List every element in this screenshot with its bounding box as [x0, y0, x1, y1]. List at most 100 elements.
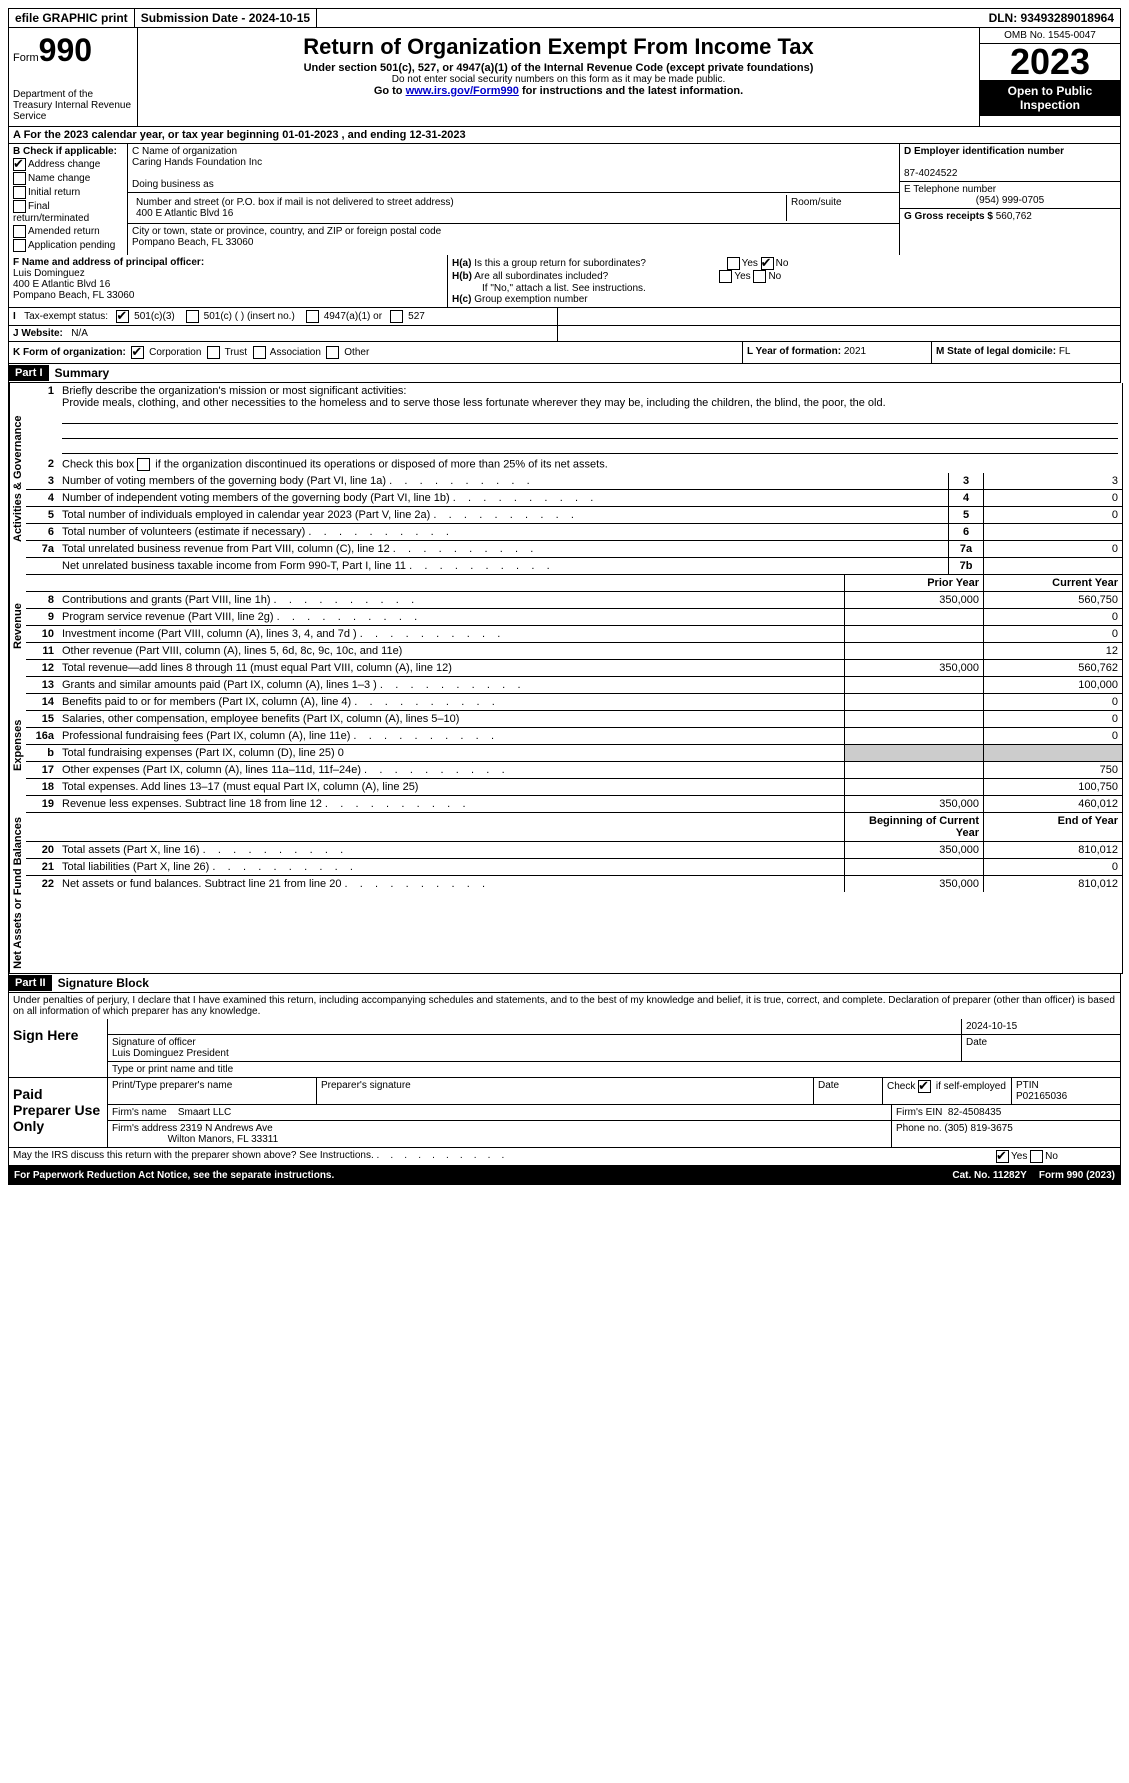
line20-desc: Total assets (Part X, line 16) — [58, 842, 844, 858]
row-j: J Website: N/A — [8, 326, 1121, 342]
firm-addr2: Wilton Manors, FL 33311 — [168, 1134, 279, 1145]
checkbox-ha-no[interactable] — [761, 257, 774, 270]
line22-prior: 350,000 — [844, 876, 983, 892]
officer-addr1: 400 E Atlantic Blvd 16 — [13, 279, 110, 290]
checkbox-discuss-no[interactable] — [1030, 1150, 1043, 1163]
line14-desc: Benefits paid to or for members (Part IX… — [58, 694, 844, 710]
title-box: Return of Organization Exempt From Incom… — [138, 28, 979, 126]
inspection-label: Open to Public Inspection — [980, 80, 1120, 116]
org-name: Caring Hands Foundation Inc — [132, 157, 895, 168]
checkbox-501c3[interactable] — [116, 310, 129, 323]
checkbox-name-change[interactable] — [13, 172, 26, 185]
line14-prior — [844, 694, 983, 710]
goto-pre: Go to — [374, 85, 406, 97]
dba-label: Doing business as — [132, 179, 895, 190]
vlabel-activities: Activities & Governance — [9, 383, 26, 575]
opt-pending: Application pending — [28, 240, 115, 251]
street-label: Number and street (or P.O. box if mail i… — [136, 197, 782, 208]
current-year-header: Current Year — [983, 575, 1122, 591]
footer-left: For Paperwork Reduction Act Notice, see … — [8, 1168, 946, 1183]
end-year-header: End of Year — [983, 813, 1122, 841]
firm-phone-label: Phone no. — [896, 1123, 942, 1134]
checkbox-other[interactable] — [326, 346, 339, 359]
part1-header-row: Part I Summary — [8, 364, 1121, 383]
line20-curr: 810,012 — [983, 842, 1122, 858]
line10-desc: Investment income (Part VIII, column (A)… — [58, 626, 844, 642]
tax-year: 2023 — [980, 44, 1120, 80]
row-f: F Name and address of principal officer:… — [8, 255, 1121, 308]
checkbox-address-change[interactable] — [13, 158, 26, 171]
checkbox-corp[interactable] — [131, 346, 144, 359]
line14-curr: 0 — [983, 694, 1122, 710]
firm-name-label: Firm's name — [112, 1107, 167, 1118]
formation-year: 2021 — [844, 346, 866, 357]
phone: (954) 999-0705 — [904, 195, 1116, 206]
dln: DLN: 93493289018964 — [983, 9, 1120, 27]
col-b-label: B Check if applicable: — [13, 146, 117, 157]
submission-date: Submission Date - 2024-10-15 — [135, 9, 317, 27]
checkbox-501c[interactable] — [186, 310, 199, 323]
line18-desc: Total expenses. Add lines 13–17 (must eq… — [58, 779, 844, 795]
h-section: H(a) Is this a group return for subordin… — [448, 255, 1120, 307]
line7a-val: 0 — [983, 541, 1122, 557]
checkbox-assoc[interactable] — [253, 346, 266, 359]
checkbox-ha-yes[interactable] — [727, 257, 740, 270]
opt-501c3: 501(c)(3) — [134, 311, 175, 322]
year-box: OMB No. 1545-0047 2023 Open to Public In… — [979, 28, 1120, 126]
checkbox-trust[interactable] — [207, 346, 220, 359]
section-a: A For the 2023 calendar year, or tax yea… — [8, 127, 1121, 144]
line3-desc: Number of voting members of the governin… — [58, 473, 948, 489]
line16a-prior — [844, 728, 983, 744]
section-a-mid: , and ending — [338, 129, 409, 141]
irs-link[interactable]: www.irs.gov/Form990 — [406, 85, 519, 97]
checkbox-final[interactable] — [13, 200, 26, 213]
hb-note: If "No," attach a list. See instructions… — [452, 283, 1116, 294]
vlabel-revenue: Revenue — [9, 575, 26, 677]
dept-label: Department of the Treasury Internal Reve… — [13, 89, 133, 122]
footer-mid: Cat. No. 11282Y — [946, 1168, 1032, 1183]
col-c: C Name of organization Caring Hands Foun… — [128, 144, 899, 255]
line16a-desc: Professional fundraising fees (Part IX, … — [58, 728, 844, 744]
checkbox-hb-no[interactable] — [753, 270, 766, 283]
gross-label: G Gross receipts $ — [904, 211, 993, 222]
part2-badge: Part II — [9, 975, 52, 991]
line10-prior — [844, 626, 983, 642]
line16b-desc: Total fundraising expenses (Part IX, col… — [62, 747, 338, 759]
line1-label: Briefly describe the organization's miss… — [62, 385, 406, 397]
ein-label: D Employer identification number — [904, 146, 1064, 157]
revenue-section: Revenue Prior YearCurrent Year 8Contribu… — [8, 575, 1123, 677]
entity-grid: B Check if applicable: Address change Na… — [8, 144, 1121, 255]
opt-other: Other — [344, 347, 369, 358]
checkbox-527[interactable] — [390, 310, 403, 323]
signature-block: Sign Here 2024-10-15 Signature of office… — [8, 1019, 1121, 1166]
opt-501c: 501(c) ( ) (insert no.) — [204, 311, 295, 322]
checkbox-hb-yes[interactable] — [719, 270, 732, 283]
form-org-label: K Form of organization: — [13, 347, 126, 358]
firm-addr1: 2319 N Andrews Ave — [180, 1123, 273, 1134]
checkbox-discontinued[interactable] — [137, 458, 150, 471]
line9-prior — [844, 609, 983, 625]
checkbox-self-employed[interactable] — [918, 1080, 931, 1093]
page-footer: For Paperwork Reduction Act Notice, see … — [8, 1166, 1121, 1185]
efile-label: efile GRAPHIC print — [9, 9, 135, 27]
checkbox-amended[interactable] — [13, 225, 26, 238]
opt-name-change: Name change — [28, 173, 90, 184]
line18-curr: 100,750 — [983, 779, 1122, 795]
line8-curr: 560,750 — [983, 592, 1122, 608]
checkbox-discuss-yes[interactable] — [996, 1150, 1009, 1163]
firm-addr-label: Firm's address — [112, 1123, 177, 1134]
perjury-text: Under penalties of perjury, I declare th… — [8, 993, 1121, 1019]
website-value: N/A — [71, 328, 88, 339]
line12-curr: 560,762 — [983, 660, 1122, 676]
line7b-desc: Net unrelated business taxable income fr… — [58, 558, 948, 574]
checkbox-initial[interactable] — [13, 186, 26, 199]
opt-address-change: Address change — [28, 159, 100, 170]
line6-desc: Total number of volunteers (estimate if … — [58, 524, 948, 540]
line17-curr: 750 — [983, 762, 1122, 778]
vlabel-expenses: Expenses — [9, 677, 26, 813]
checkbox-4947[interactable] — [306, 310, 319, 323]
line11-prior — [844, 643, 983, 659]
officer-label: F Name and address of principal officer: — [13, 257, 204, 268]
line15-desc: Salaries, other compensation, employee b… — [58, 711, 844, 727]
checkbox-pending[interactable] — [13, 239, 26, 252]
